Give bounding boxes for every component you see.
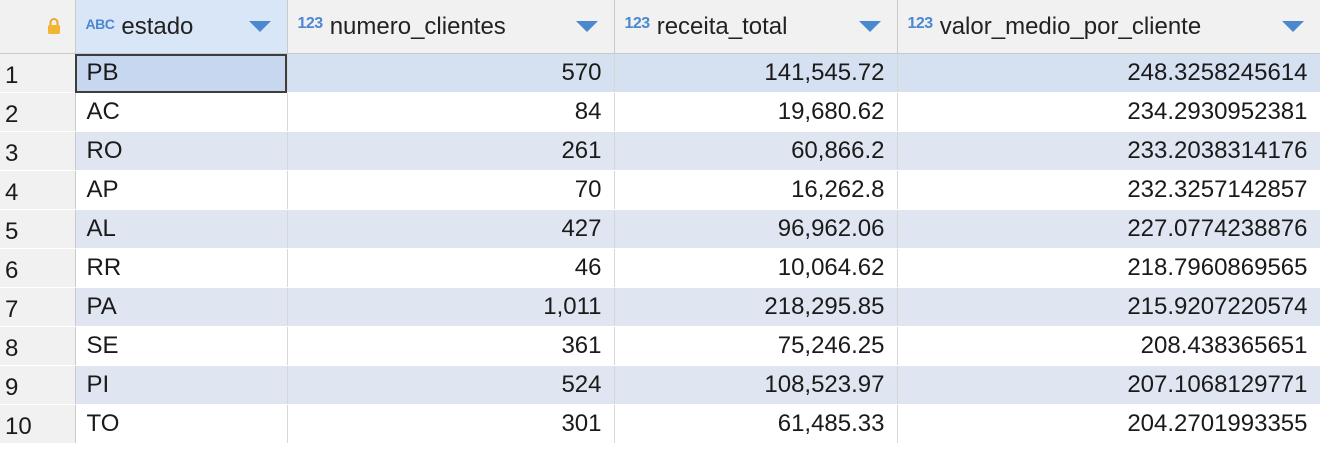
row-index[interactable]: 1	[0, 53, 76, 93]
type-badge-number: 123	[297, 14, 324, 32]
column-header-numero-clientes[interactable]: 123 numero_clientes	[287, 0, 615, 54]
type-badge-text: ABC	[85, 15, 115, 32]
table-row[interactable]: 3 RO 261 60,866.2 233.2038314176	[0, 131, 1320, 171]
cell-receita-total[interactable]: 108,523.97	[614, 365, 898, 405]
column-name: receita_total	[656, 12, 788, 40]
cell-numero-clientes[interactable]: 46	[287, 248, 615, 288]
cell-numero-clientes[interactable]: 427	[287, 209, 615, 249]
cell-numero-clientes[interactable]: 361	[287, 326, 615, 366]
cell-estado[interactable]: AL	[75, 209, 288, 249]
cell-valor-medio-por-cliente[interactable]: 234.2930952381	[897, 92, 1320, 132]
column-name: numero_clientes	[329, 12, 506, 40]
sort-arrow-down-icon[interactable]	[1281, 21, 1304, 32]
row-index[interactable]: 9	[0, 365, 76, 405]
cell-receita-total[interactable]: 19,680.62	[614, 92, 898, 132]
cell-estado[interactable]: AC	[75, 92, 288, 132]
row-index[interactable]: 8	[0, 326, 76, 366]
cell-valor-medio-por-cliente[interactable]: 218.7960869565	[897, 248, 1320, 288]
table-row[interactable]: 9 PI 524 108,523.97 207.1068129771	[0, 365, 1320, 405]
cell-valor-medio-por-cliente[interactable]: 248.3258245614	[897, 53, 1320, 93]
cell-receita-total[interactable]: 10,064.62	[614, 248, 898, 288]
table-row[interactable]: 4 AP 70 16,262.8 232.3257142857	[0, 170, 1320, 210]
header-row: ABC estado 123 numero_clientes 123	[0, 0, 1320, 54]
table-row[interactable]: 8 SE 361 75,246.25 208.438365651	[0, 326, 1320, 366]
cell-valor-medio-por-cliente[interactable]: 204.2701993355	[897, 404, 1320, 444]
corner-cell[interactable]	[0, 0, 76, 54]
cell-numero-clientes[interactable]: 1,011	[287, 287, 615, 327]
row-index[interactable]: 2	[0, 92, 76, 132]
sort-arrow-down-icon[interactable]	[575, 21, 598, 32]
lock-icon	[48, 18, 60, 34]
cell-estado[interactable]: RR	[75, 248, 288, 288]
cell-receita-total[interactable]: 141,545.72	[614, 53, 898, 93]
column-header-estado[interactable]: ABC estado	[75, 0, 288, 54]
cell-numero-clientes[interactable]: 261	[287, 131, 615, 171]
row-index[interactable]: 5	[0, 209, 76, 249]
row-index[interactable]: 7	[0, 287, 76, 327]
cell-valor-medio-por-cliente[interactable]: 215.9207220574	[897, 287, 1320, 327]
cell-receita-total[interactable]: 61,485.33	[614, 404, 898, 444]
cell-receita-total[interactable]: 16,262.8	[614, 170, 898, 210]
cell-receita-total[interactable]: 60,866.2	[614, 131, 898, 171]
cell-numero-clientes[interactable]: 84	[287, 92, 615, 132]
sort-arrow-down-icon[interactable]	[858, 21, 881, 32]
cell-receita-total[interactable]: 96,962.06	[614, 209, 898, 249]
table-row[interactable]: 1 PB 570 141,545.72 248.3258245614	[0, 53, 1320, 93]
cell-estado[interactable]: TO	[75, 404, 288, 444]
table-row[interactable]: 2 AC 84 19,680.62 234.2930952381	[0, 92, 1320, 132]
row-index[interactable]: 4	[0, 170, 76, 210]
table-row[interactable]: 6 RR 46 10,064.62 218.7960869565	[0, 248, 1320, 288]
column-name: estado	[121, 12, 194, 40]
cell-estado[interactable]: PA	[75, 287, 288, 327]
row-index[interactable]: 3	[0, 131, 76, 171]
cell-valor-medio-por-cliente[interactable]: 227.0774238876	[897, 209, 1320, 249]
cell-numero-clientes[interactable]: 70	[287, 170, 615, 210]
cell-estado[interactable]: PI	[75, 365, 288, 405]
table-row[interactable]: 10 TO 301 61,485.33 204.2701993355	[0, 404, 1320, 444]
sort-arrow-down-icon[interactable]	[248, 21, 271, 32]
cell-valor-medio-por-cliente[interactable]: 207.1068129771	[897, 365, 1320, 405]
cell-numero-clientes[interactable]: 301	[287, 404, 615, 444]
type-badge-number: 123	[624, 14, 651, 32]
table-row[interactable]: 5 AL 427 96,962.06 227.0774238876	[0, 209, 1320, 249]
cell-receita-total[interactable]: 75,246.25	[614, 326, 898, 366]
cell-estado[interactable]: PB	[75, 53, 288, 93]
cell-estado[interactable]: AP	[75, 170, 288, 210]
row-index[interactable]: 10	[0, 404, 76, 444]
type-badge-number: 123	[907, 14, 934, 32]
table-body: 1 PB 570 141,545.72 248.3258245614 2 AC …	[0, 53, 1320, 444]
cell-numero-clientes[interactable]: 524	[287, 365, 615, 405]
column-header-valor-medio-por-cliente[interactable]: 123 valor_medio_por_cliente	[897, 0, 1320, 54]
cell-numero-clientes[interactable]: 570	[287, 53, 615, 93]
cell-receita-total[interactable]: 218,295.85	[614, 287, 898, 327]
cell-valor-medio-por-cliente[interactable]: 233.2038314176	[897, 131, 1320, 171]
table-row[interactable]: 7 PA 1,011 218,295.85 215.9207220574	[0, 287, 1320, 327]
column-header-receita-total[interactable]: 123 receita_total	[614, 0, 898, 54]
column-name: valor_medio_por_cliente	[939, 12, 1202, 40]
cell-estado[interactable]: SE	[75, 326, 288, 366]
row-index[interactable]: 6	[0, 248, 76, 288]
cell-valor-medio-por-cliente[interactable]: 208.438365651	[897, 326, 1320, 366]
cell-estado[interactable]: RO	[75, 131, 288, 171]
cell-valor-medio-por-cliente[interactable]: 232.3257142857	[897, 170, 1320, 210]
